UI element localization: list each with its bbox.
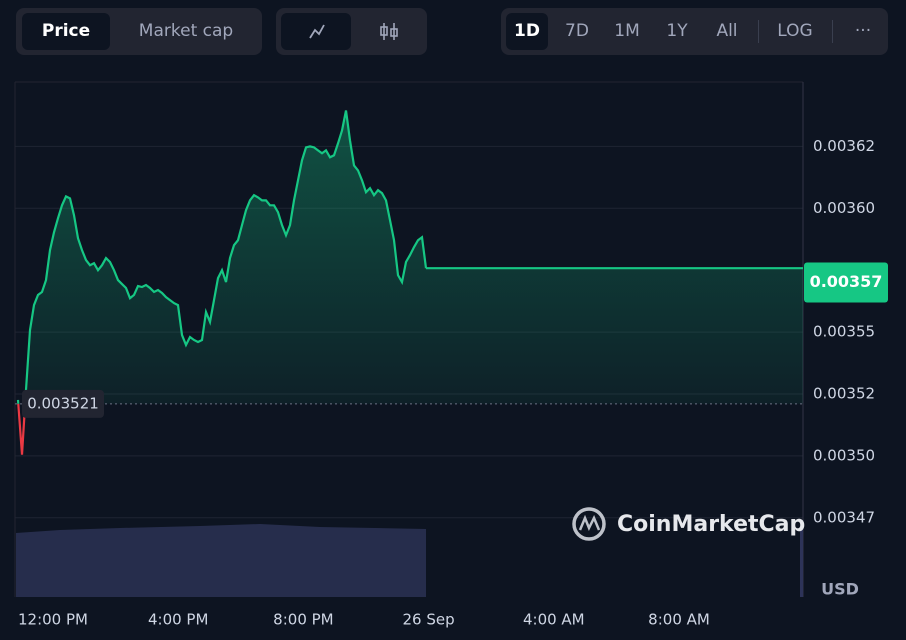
- open-price-badge: [22, 389, 104, 418]
- current-price-badge: [804, 262, 888, 303]
- x-tick-label: 26 Sep: [403, 611, 455, 629]
- line-style-button[interactable]: [281, 13, 351, 50]
- y-tick-label: 0.00355: [813, 323, 875, 341]
- price-line-down: [17, 403, 27, 455]
- range-button[interactable]: All: [716, 21, 738, 41]
- y-tick-label: 0.00352: [813, 384, 875, 402]
- price-line: [16, 110, 428, 404]
- tab-market-cap[interactable]: Market cap: [138, 21, 234, 41]
- open-price-label: 0.003521: [27, 394, 99, 412]
- more-button[interactable]: ···: [854, 21, 872, 41]
- range-button[interactable]: 7D: [565, 21, 589, 41]
- watermark-text: CoinMarketCap: [617, 512, 805, 537]
- chart-style-group: [276, 8, 427, 55]
- volume-bars: [16, 524, 803, 597]
- range-button[interactable]: 1Y: [666, 21, 688, 41]
- tab-price[interactable]: Price: [22, 13, 110, 50]
- price-area: [18, 110, 803, 404]
- y-tick-label: 0.00362: [813, 137, 875, 155]
- line-icon: [309, 24, 325, 39]
- tab-group: Price Market cap: [16, 8, 262, 55]
- range-group: 1D 7D 1M 1Y All LOG ···: [501, 8, 888, 55]
- x-tick-label: 4:00 PM: [148, 611, 208, 629]
- candle-icon: [380, 23, 398, 40]
- y-tick-label: 0.00347: [813, 508, 875, 526]
- x-tick-label: 12:00 PM: [18, 611, 88, 629]
- range-button[interactable]: 1M: [614, 21, 640, 41]
- y-tick-label: 0.00350: [813, 446, 875, 464]
- x-tick-label: 4:00 AM: [523, 611, 585, 629]
- separator: [832, 20, 833, 43]
- current-price-label: 0.00357: [810, 272, 883, 291]
- grid: [15, 145, 803, 519]
- x-tick-label: 8:00 PM: [273, 611, 333, 629]
- separator: [758, 20, 759, 43]
- candle-style-button[interactable]: [354, 13, 424, 50]
- x-tick-label: 8:00 AM: [648, 611, 710, 629]
- watermark: CoinMarketCap: [572, 507, 805, 541]
- currency-label: USD: [821, 580, 859, 599]
- y-tick-label: 0.00360: [813, 199, 875, 217]
- log-button[interactable]: LOG: [777, 21, 813, 41]
- range-button[interactable]: 1D: [506, 13, 548, 50]
